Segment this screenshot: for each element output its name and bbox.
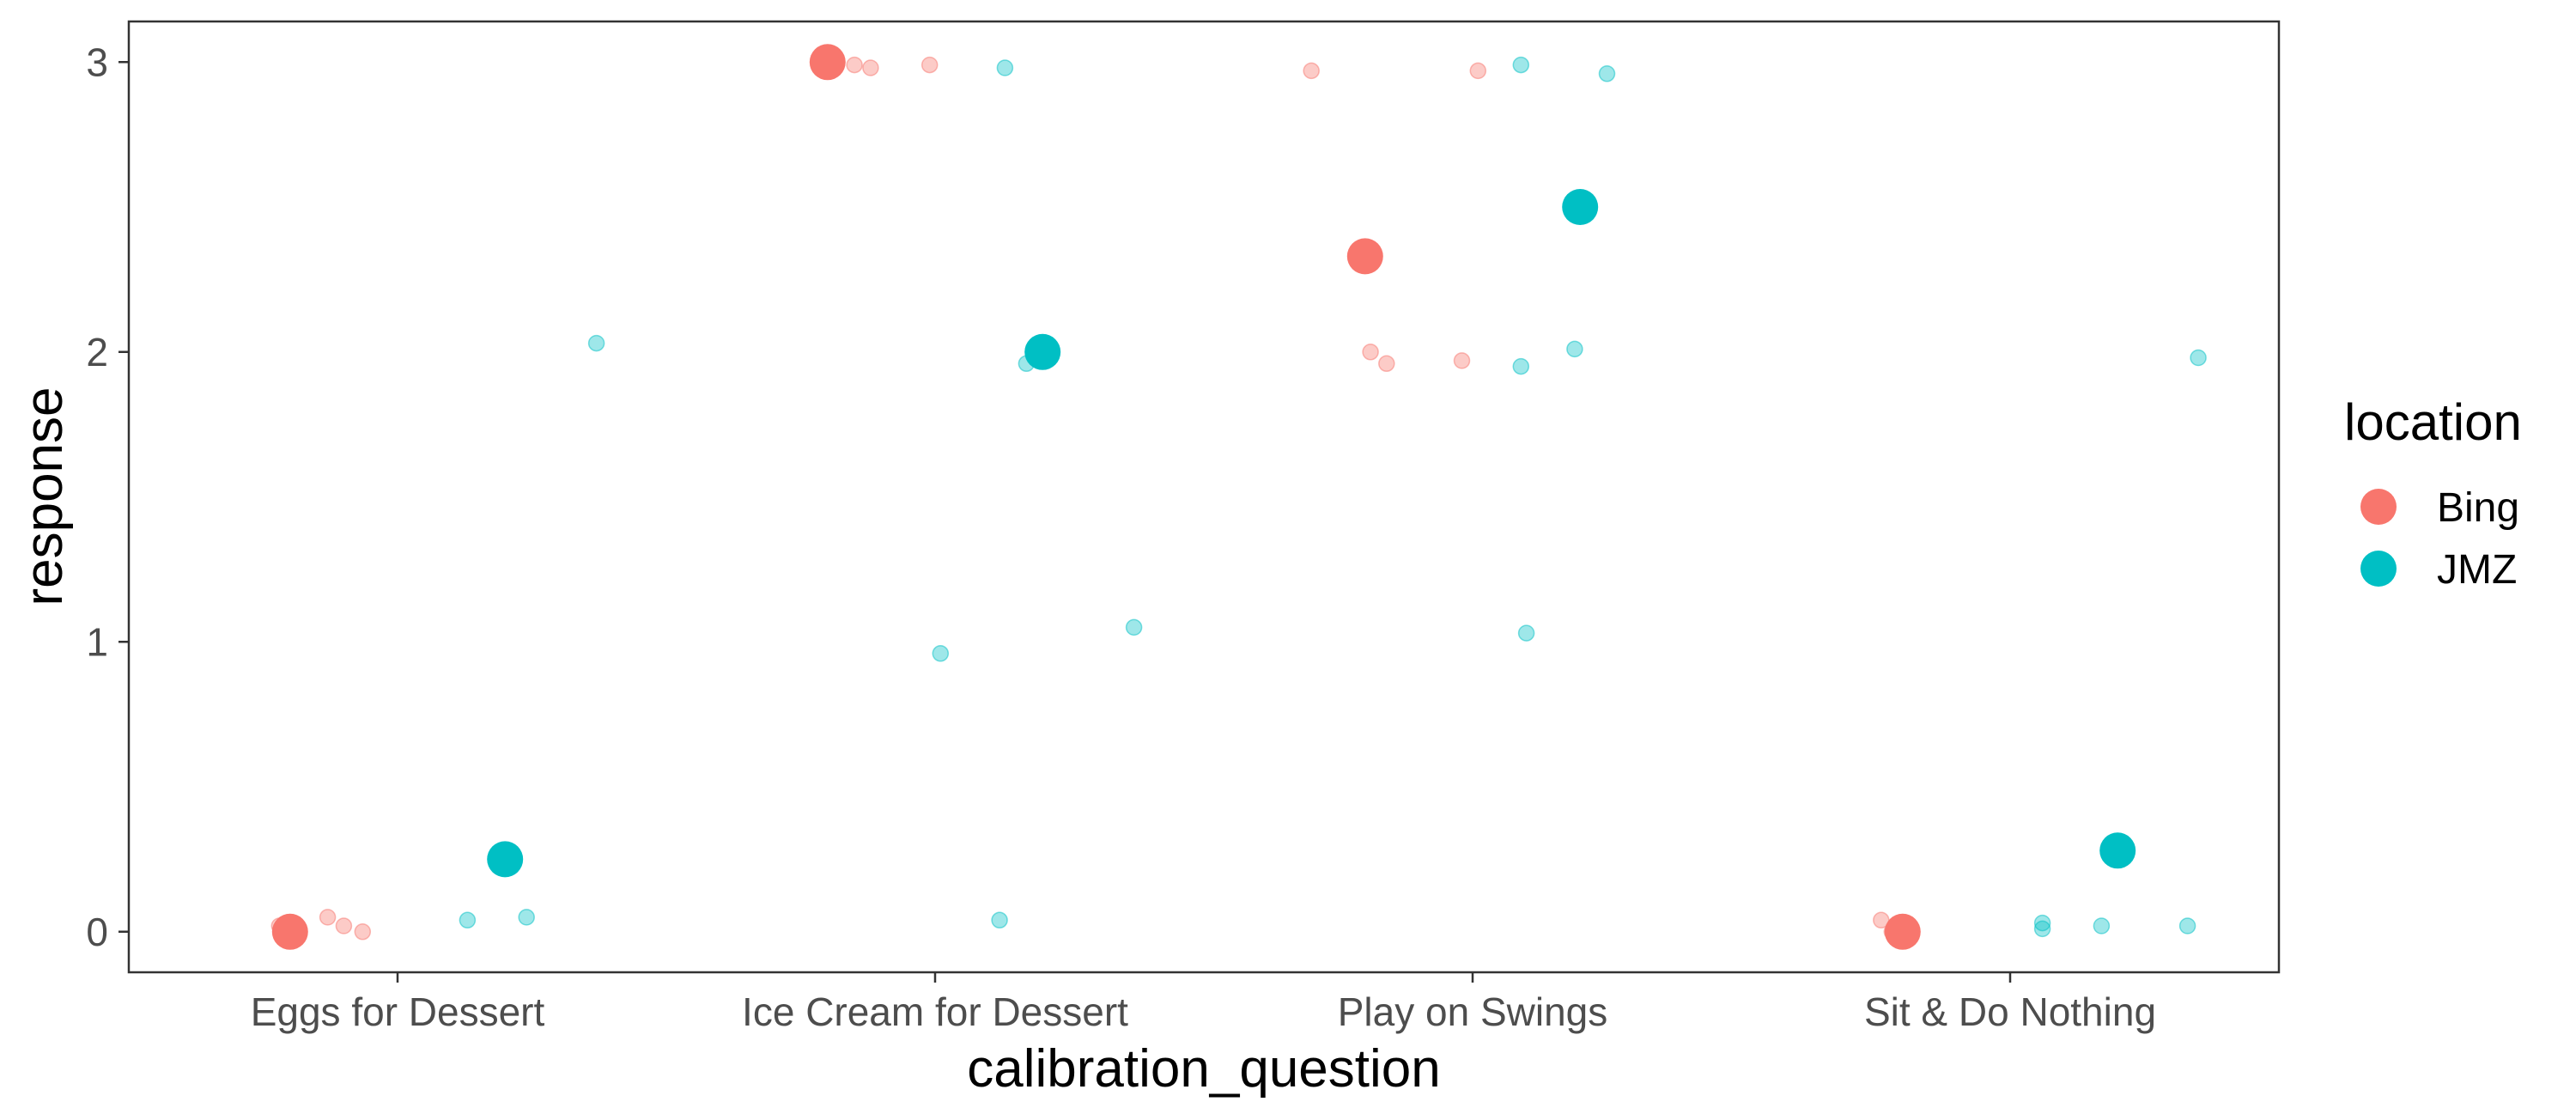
x-tick-label: Sit & Do Nothing (1864, 989, 2156, 1034)
panel-border (127, 20, 2281, 974)
data-point-jmz (518, 909, 535, 926)
y-tick-label: 0 (86, 910, 108, 954)
x-tick-label: Play on Swings (1338, 989, 1608, 1034)
data-point-jmz (991, 911, 1008, 929)
mean-point-bing (1346, 238, 1383, 275)
data-point-bing (846, 56, 863, 74)
x-tick-label: Ice Cream for Dessert (742, 989, 1128, 1034)
data-point-bing (1453, 352, 1471, 369)
legend: location Bing JMZ (2344, 393, 2522, 593)
legend-entries: Bing JMZ (2360, 485, 2519, 593)
data-point-jmz (1512, 357, 1530, 375)
data-point-jmz (1125, 618, 1143, 636)
data-point-jmz (1598, 65, 1616, 82)
data-point-jmz (2178, 917, 2196, 934)
mean-point-jmz (487, 841, 524, 878)
data-point-jmz (1517, 624, 1535, 642)
data-point-bing (335, 917, 353, 934)
data-point-jmz (2093, 917, 2111, 934)
x-tick-label: Eggs for Dessert (251, 989, 545, 1034)
data-point-bing (1469, 62, 1487, 80)
axis-layer: 0 1 2 3 Eggs for Dessert Ice Cream for Desser… (86, 40, 2156, 1034)
data-point-jmz (2190, 349, 2207, 367)
data-point-bing (1378, 355, 1395, 373)
data-point-bing (920, 56, 939, 74)
data-point-bing (354, 923, 372, 941)
y-axis-title: response (15, 387, 74, 606)
data-point-bing (319, 909, 337, 926)
legend-key-bing (2360, 489, 2397, 525)
legend-label-jmz: JMZ (2437, 547, 2517, 593)
legend-title: location (2344, 393, 2522, 451)
data-point-jmz (996, 59, 1014, 76)
mean-point-bing (809, 44, 846, 81)
means-layer (271, 44, 2136, 950)
data-point-jmz (932, 645, 950, 662)
data-point-bing (862, 59, 879, 76)
mean-point-bing (1884, 913, 1921, 950)
mean-point-jmz (1024, 333, 1061, 370)
mean-point-bing (271, 913, 308, 950)
points-layer (270, 56, 2207, 941)
legend-label-bing: Bing (2437, 485, 2519, 531)
legend-key-jmz (2360, 551, 2397, 587)
data-point-jmz (1512, 56, 1530, 74)
data-point-jmz (2033, 914, 2051, 932)
y-tick-label: 2 (86, 330, 108, 374)
mean-point-jmz (2099, 832, 2136, 869)
mean-point-jmz (1562, 189, 1599, 225)
data-point-bing (1303, 62, 1320, 80)
data-point-jmz (459, 911, 477, 929)
data-point-bing (1362, 344, 1379, 361)
y-tick-label: 1 (86, 619, 108, 664)
x-axis-title: calibration_question (967, 1039, 1441, 1099)
y-tick-label: 3 (86, 40, 108, 84)
data-point-jmz (2033, 920, 2051, 938)
data-point-jmz (587, 334, 605, 352)
data-point-jmz (1566, 340, 1583, 358)
